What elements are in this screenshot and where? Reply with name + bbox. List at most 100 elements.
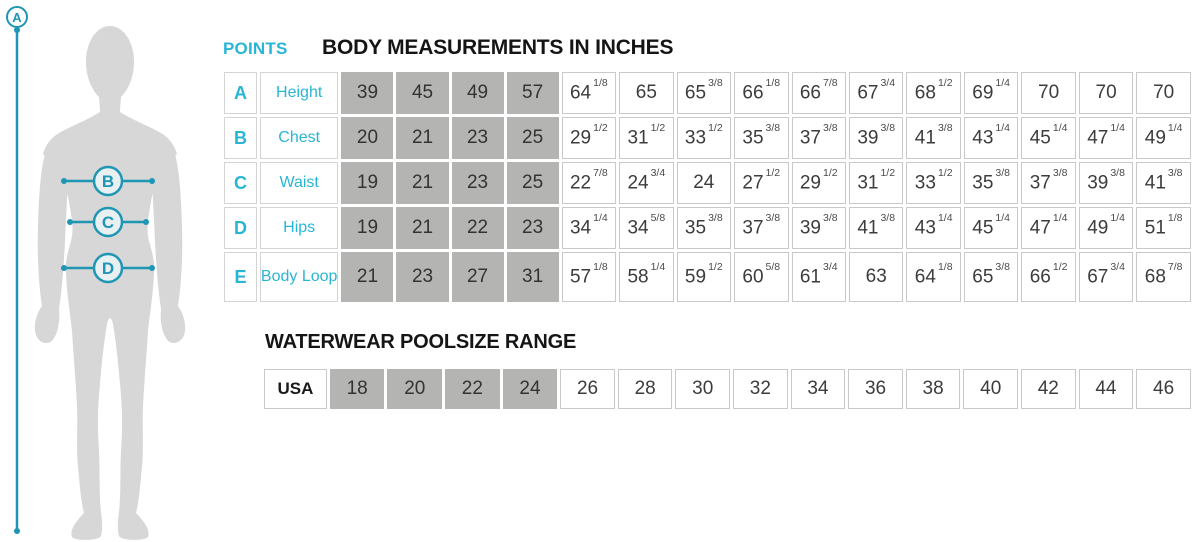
value-cell: 21: [341, 252, 394, 302]
value-cell: 19: [341, 162, 394, 204]
value-cell: 27: [451, 252, 504, 302]
value-cell: 35 3/8: [963, 162, 1019, 204]
body-figure-diagram: A B C: [6, 6, 186, 540]
value-cell: 43 1/4: [963, 117, 1019, 159]
label-cell: Body Loop: [259, 252, 339, 302]
value-cell: 66 7/8: [791, 72, 846, 114]
value-cell: 69 1/4: [963, 72, 1019, 114]
value-cell: 49: [451, 72, 504, 114]
value-cell: 31: [506, 252, 559, 302]
size-cell: 34: [790, 369, 846, 409]
value-cell: 37 3/8: [791, 117, 846, 159]
value-cell: 45 1/4: [963, 207, 1019, 249]
point-b-label: B: [102, 172, 114, 191]
value-cell: 63: [848, 252, 904, 302]
size-cell: 18: [329, 369, 385, 409]
value-cell: 67 3/4: [1078, 252, 1134, 302]
value-cell: 31 1/2: [848, 162, 904, 204]
label-cell: Hips: [259, 207, 339, 249]
value-cell: 34 5/8: [619, 207, 674, 249]
measurements-title: BODY MEASUREMENTS IN INCHES: [322, 36, 674, 59]
size-cell: 32: [733, 369, 788, 409]
value-cell: 49 1/4: [1078, 207, 1134, 249]
value-cell: 22 7/8: [561, 162, 617, 204]
size-cell: 20: [387, 369, 443, 409]
size-cell: 38: [905, 369, 961, 409]
point-cell: A: [224, 72, 257, 114]
value-cell: 68 7/8: [1136, 252, 1191, 302]
label-cell: Waist: [259, 162, 339, 204]
region-cell: USA: [264, 369, 327, 409]
value-cell: 39 3/8: [791, 207, 846, 249]
measurement-row: E Body Loop 21 23 27 31 57 1/8 58 1/4 59 1/2 60 5/8 61…: [224, 252, 1191, 302]
body-measurements-table: A Height 39 45 49 57 64 1/8 65 65 3/8 66 1/8 66 7/8 67 3…: [221, 69, 1194, 305]
value-cell: 59 1/2: [676, 252, 732, 302]
waist-measure-line: C: [67, 206, 149, 238]
point-a-label: A: [12, 10, 22, 25]
value-cell: 43 1/4: [906, 207, 961, 249]
value-cell: 67 3/4: [848, 72, 904, 114]
measurement-row: B Chest 20 21 23 25 29 1/2 31 1/2 33 1/2 35 3/8 37 3/8 3…: [224, 117, 1191, 159]
value-cell: 24: [676, 162, 732, 204]
label-cell: Height: [259, 72, 339, 114]
value-cell: 33 1/2: [676, 117, 732, 159]
point-cell: D: [224, 207, 257, 249]
right-arm-silhouette: [151, 146, 186, 344]
value-cell: 33 1/2: [906, 162, 961, 204]
poolsize-row: USA 18 20 22 24 26 28 30 32 34 36 38 40 42 44 46: [264, 369, 1191, 409]
value-cell: 25: [506, 162, 559, 204]
value-cell: 66 1/8: [734, 72, 789, 114]
size-cell: 24: [502, 369, 558, 409]
size-cell: 42: [1021, 369, 1076, 409]
value-cell: 41 3/8: [848, 207, 904, 249]
value-cell: 21: [396, 162, 449, 204]
value-cell: 45: [396, 72, 449, 114]
value-cell: 39 3/8: [848, 117, 904, 159]
value-cell: 23: [451, 117, 504, 159]
value-cell: 29 1/2: [791, 162, 846, 204]
chest-measure-line: B: [61, 165, 155, 197]
hips-measure-line: D: [61, 252, 155, 284]
value-cell: 64 1/8: [561, 72, 617, 114]
value-cell: 21: [396, 207, 449, 249]
value-cell: 65 3/8: [676, 72, 732, 114]
point-c-marker: [92, 206, 124, 238]
value-cell: 27 1/2: [734, 162, 789, 204]
value-cell: 58 1/4: [619, 252, 674, 302]
value-cell: 24 3/4: [619, 162, 674, 204]
point-d-marker: [92, 252, 124, 284]
value-cell: 66 1/2: [1021, 252, 1076, 302]
poolsize-table: USA 18 20 22 24 26 28 30 32 34 36 38 40 42 44 46: [261, 366, 1194, 412]
value-cell: 57 1/8: [561, 252, 617, 302]
value-cell: 65 3/8: [963, 252, 1019, 302]
value-cell: 70: [1078, 72, 1134, 114]
point-c-label: C: [102, 213, 114, 232]
value-cell: 21: [396, 117, 449, 159]
value-cell: 41 3/8: [1136, 162, 1191, 204]
value-cell: 47 1/4: [1078, 117, 1134, 159]
value-cell: 37 3/8: [734, 207, 789, 249]
value-cell: 49 1/4: [1136, 117, 1191, 159]
point-cell: B: [224, 117, 257, 159]
measurement-row: C Waist 19 21 23 25 22 7/8 24 3/4 24 27 1/2 29 1/2 31 1/…: [224, 162, 1191, 204]
size-cell: 30: [675, 369, 731, 409]
poolsize-title: WATERWEAR POOLSIZE RANGE: [265, 331, 577, 353]
left-arm-silhouette: [34, 146, 69, 344]
value-cell: 23: [396, 252, 449, 302]
height-measure-line: A: [6, 6, 28, 534]
value-cell: 31 1/2: [619, 117, 674, 159]
value-cell: 35 3/8: [676, 207, 732, 249]
value-cell: 41 3/8: [906, 117, 961, 159]
value-cell: 37 3/8: [1021, 162, 1076, 204]
size-cell: 36: [848, 369, 903, 409]
point-a-marker: [6, 6, 28, 28]
size-cell: 28: [617, 369, 673, 409]
poolsize-rows: USA 18 20 22 24 26 28 30 32 34 36 38 40 42 44 46: [264, 369, 1191, 409]
value-cell: 20: [341, 117, 394, 159]
size-cell: 26: [560, 369, 615, 409]
value-cell: 29 1/2: [561, 117, 617, 159]
point-cell: C: [224, 162, 257, 204]
size-cell: 22: [445, 369, 500, 409]
point-d-label: D: [102, 259, 114, 278]
